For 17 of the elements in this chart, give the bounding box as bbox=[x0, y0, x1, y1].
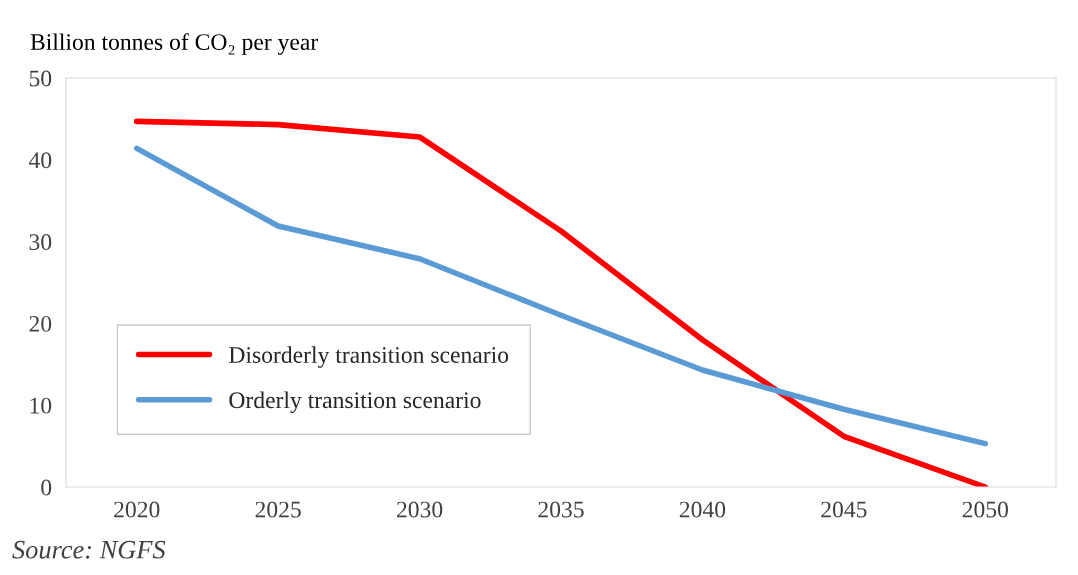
y-tick-label: 40 bbox=[28, 152, 52, 169]
y-tick-label: 10 bbox=[30, 397, 52, 414]
x-tick-label: 2050 bbox=[962, 501, 1008, 518]
y-tick-label: 30 bbox=[29, 234, 52, 251]
x-tick-label: 2025 bbox=[255, 501, 301, 518]
x-tick-label: 2035 bbox=[538, 501, 584, 518]
legend-label: Orderly transition scenario bbox=[229, 391, 481, 414]
source-note: Source: NGFS bbox=[12, 540, 166, 559]
x-tick-label: 2045 bbox=[821, 501, 867, 518]
x-tick-label: 2030 bbox=[397, 501, 443, 518]
y-tick-label: 50 bbox=[29, 70, 52, 87]
y-tick-label: 0 bbox=[41, 479, 52, 496]
x-tick-label: 2040 bbox=[679, 501, 726, 518]
x-tick-label: 2020 bbox=[114, 501, 160, 518]
y-axis-title: Billion tonnes of CO₂ per year bbox=[30, 33, 319, 55]
legend-label: Disorderly transition scenario bbox=[229, 346, 509, 368]
y-tick-label: 20 bbox=[29, 315, 52, 332]
